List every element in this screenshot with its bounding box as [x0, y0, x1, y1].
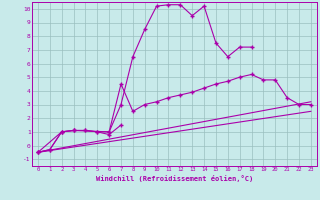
X-axis label: Windchill (Refroidissement éolien,°C): Windchill (Refroidissement éolien,°C)	[96, 175, 253, 182]
